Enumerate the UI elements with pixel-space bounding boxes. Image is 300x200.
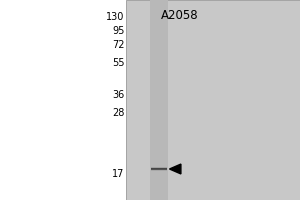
- Text: A2058: A2058: [161, 9, 199, 22]
- Text: 55: 55: [112, 58, 124, 68]
- Text: 72: 72: [112, 40, 124, 50]
- Text: 95: 95: [112, 26, 124, 36]
- Bar: [126, 0, 300, 200]
- Text: 28: 28: [112, 108, 124, 118]
- Text: 130: 130: [106, 12, 124, 22]
- Bar: [150, 0, 168, 200]
- Polygon shape: [169, 164, 181, 174]
- Text: 36: 36: [112, 90, 124, 100]
- Text: 17: 17: [112, 169, 124, 179]
